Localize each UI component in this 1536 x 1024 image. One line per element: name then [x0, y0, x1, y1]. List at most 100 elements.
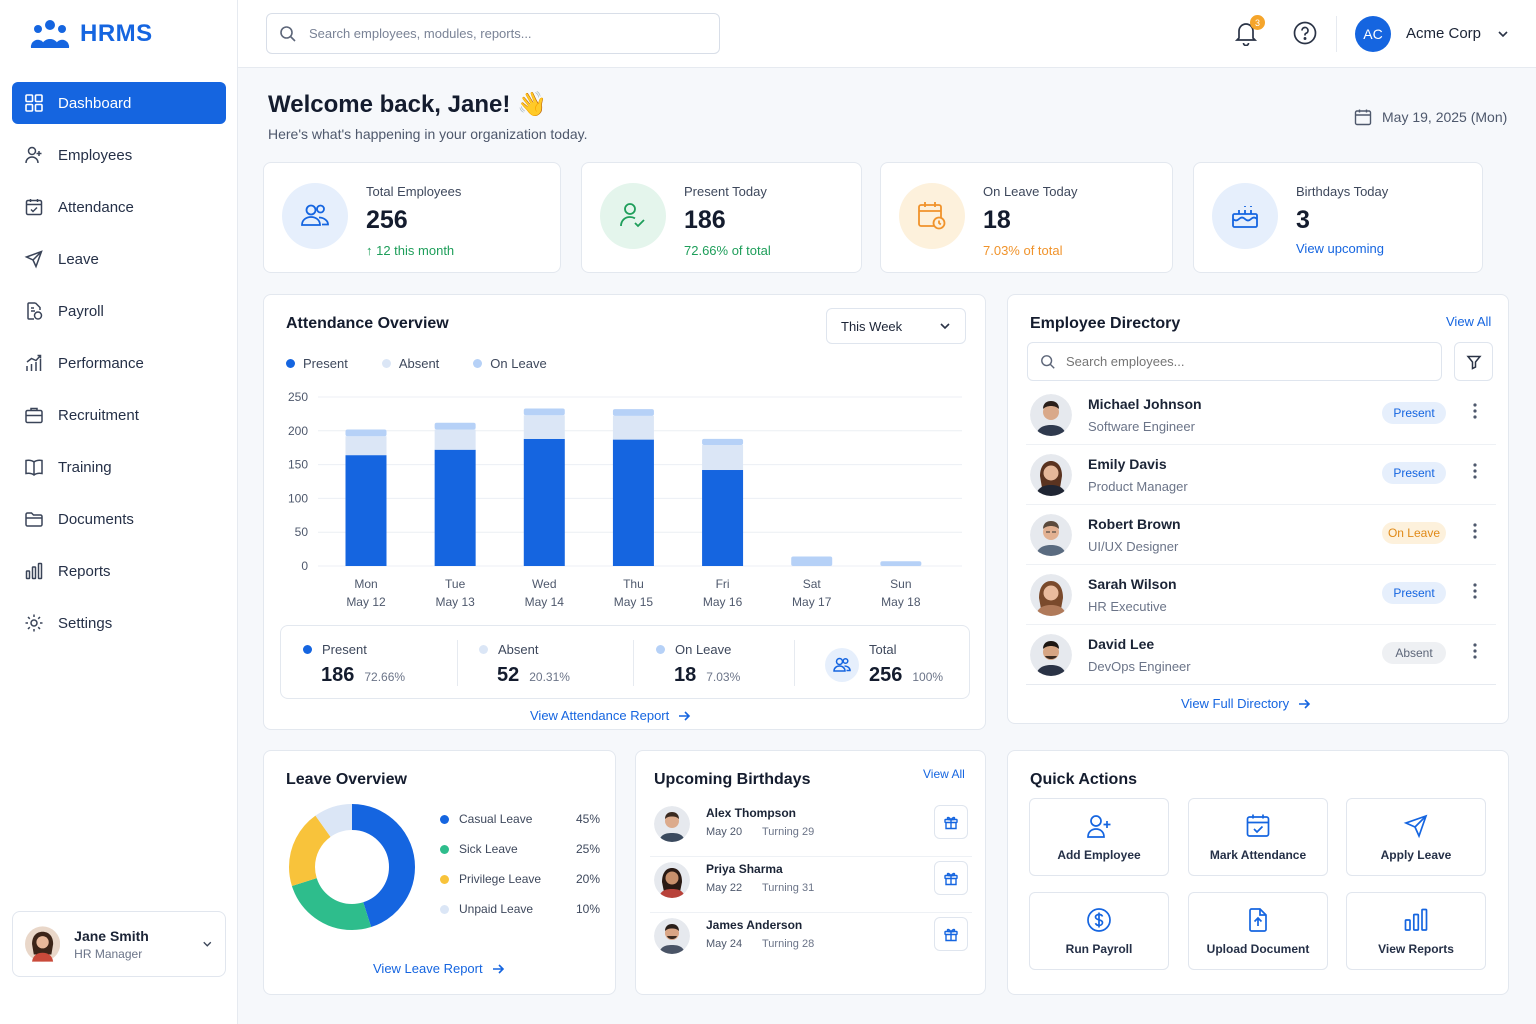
bar-trend-icon: [26, 354, 42, 371]
x-tick-label: May 16: [703, 595, 743, 609]
stat-card-total-employees[interactable]: Total Employees 256 ↑ 12 this month: [263, 162, 561, 273]
filter-button[interactable]: [1454, 342, 1493, 381]
sidebar-item-reports[interactable]: Reports: [12, 550, 226, 592]
upload-file-icon: [1249, 908, 1267, 932]
logo[interactable]: HRMS: [30, 18, 153, 50]
stat-value: 186: [684, 206, 726, 234]
help-icon[interactable]: [1293, 21, 1317, 45]
stat-icon-bg: [282, 183, 348, 249]
view-full-directory-link[interactable]: View Full Directory: [1181, 696, 1311, 711]
send-wish-button[interactable]: [934, 805, 968, 839]
bar-segment-on-leave: [880, 561, 922, 566]
attendance-overview-card: Attendance Overview This Week Present Ab…: [263, 294, 986, 730]
apply-leave-button[interactable]: Apply Leave: [1346, 798, 1486, 876]
birthday-row: James Anderson May 24 Turning 28: [650, 913, 972, 969]
employee-row[interactable]: Emily Davis Product Manager Present: [1026, 445, 1496, 505]
more-options-icon[interactable]: [1472, 461, 1478, 481]
chevron-down-icon[interactable]: [1496, 27, 1510, 41]
x-tick-label: Mon: [354, 577, 377, 591]
status-badge: Present: [1382, 462, 1446, 484]
sidebar-item-attendance[interactable]: Attendance: [12, 186, 226, 228]
summary-absent: Absent 52 20.31%: [457, 626, 633, 700]
bar-segment-absent: [434, 429, 476, 450]
calendar-check-icon: [25, 199, 43, 216]
summary-label: Total: [869, 642, 897, 657]
page-title: Welcome back, Jane! 👋: [268, 91, 547, 118]
view-leave-report-link[interactable]: View Leave Report: [373, 961, 505, 976]
bell-icon[interactable]: [1234, 20, 1258, 46]
status-badge: Present: [1382, 402, 1446, 424]
sidebar-item-performance[interactable]: Performance: [12, 342, 226, 384]
mark-attendance-button[interactable]: Mark Attendance: [1188, 798, 1328, 876]
x-tick-label: Fri: [716, 577, 730, 591]
chart-legend: Present Absent On Leave: [286, 356, 547, 371]
summary-on-leave: On Leave 18 7.03%: [634, 626, 794, 700]
more-options-icon[interactable]: [1472, 521, 1478, 541]
sidebar-item-documents[interactable]: Documents: [12, 498, 226, 540]
arrow-right-icon: [1299, 698, 1311, 709]
user-profile-menu[interactable]: Jane Smith HR Manager: [12, 911, 226, 977]
stat-card-birthdays-today[interactable]: Birthdays Today 3 View upcoming: [1193, 162, 1483, 273]
status-badge: On Leave: [1382, 522, 1446, 544]
upcoming-birthdays-card: Upcoming Birthdays View All Alex Thompso…: [635, 750, 986, 995]
directory-search-input[interactable]: [1066, 354, 1426, 369]
directory-search[interactable]: [1027, 342, 1442, 381]
avatar: [1030, 454, 1072, 496]
avatar: [1030, 634, 1072, 676]
global-search[interactable]: [266, 13, 720, 54]
birthday-row: Alex Thompson May 20 Turning 29: [650, 801, 972, 857]
send-wish-button[interactable]: [934, 917, 968, 951]
sidebar-item-dashboard[interactable]: Dashboard: [12, 82, 226, 124]
leave-legend-sick: Sick Leave 25%: [440, 842, 600, 856]
more-options-icon[interactable]: [1472, 641, 1478, 661]
employee-row[interactable]: David Lee DevOps Engineer Absent: [1026, 625, 1496, 685]
sidebar-item-training[interactable]: Training: [12, 446, 226, 488]
view-reports-button[interactable]: View Reports: [1346, 892, 1486, 970]
stat-sub: ↑ 12 this month: [366, 243, 455, 258]
global-search-input[interactable]: [309, 26, 709, 41]
add-employee-button[interactable]: Add Employee: [1029, 798, 1169, 876]
sidebar-item-label: Leave: [58, 250, 99, 268]
avatar: [1030, 394, 1072, 436]
sidebar-item-label: Payroll: [58, 302, 104, 320]
calendar-clock-icon: [918, 202, 946, 230]
summary-total: Total 256 100%: [795, 626, 971, 700]
stat-icon-bg: [899, 183, 965, 249]
legend-present: Present: [286, 356, 348, 371]
stat-sub: 7.03% of total: [983, 243, 1063, 258]
employee-directory-card: Employee Directory View All Michael John…: [1007, 294, 1509, 724]
plane-icon: [1403, 814, 1428, 839]
bar-segment-present: [434, 449, 476, 566]
stat-label: Birthdays Today: [1296, 184, 1389, 199]
sidebar-item-recruitment[interactable]: Recruitment: [12, 394, 226, 436]
quick-actions-card: Quick Actions Add Employee Mark Attendan…: [1007, 750, 1509, 995]
employee-row[interactable]: Sarah Wilson HR Executive Present: [1026, 565, 1496, 625]
sidebar-item-settings[interactable]: Settings: [12, 602, 226, 644]
more-options-icon[interactable]: [1472, 401, 1478, 421]
sidebar-item-employees[interactable]: Employees: [12, 134, 226, 176]
stat-card-on-leave-today[interactable]: On Leave Today 18 7.03% of total: [880, 162, 1173, 273]
run-payroll-button[interactable]: Run Payroll: [1029, 892, 1169, 970]
org-avatar[interactable]: AC: [1355, 16, 1391, 52]
employee-row[interactable]: Michael Johnson Software Engineer Presen…: [1026, 385, 1496, 445]
stat-card-present-today[interactable]: Present Today 186 72.66% of total: [581, 162, 862, 273]
view-upcoming-link[interactable]: View upcoming: [1296, 241, 1384, 256]
sidebar-item-leave[interactable]: Leave: [12, 238, 226, 280]
stat-label: Total Employees: [366, 184, 462, 199]
summary-value: 18 7.03%: [674, 664, 741, 686]
upload-document-button[interactable]: Upload Document: [1188, 892, 1328, 970]
birthday-row: Priya Sharma May 22 Turning 31: [650, 857, 972, 913]
user-check-icon: [620, 203, 645, 228]
legend-on-leave: On Leave: [473, 356, 547, 371]
directory-view-all-link[interactable]: View All: [1446, 314, 1492, 329]
birthdays-view-all-link[interactable]: View All: [923, 767, 965, 781]
view-attendance-report-link[interactable]: View Attendance Report: [530, 708, 691, 723]
send-wish-button[interactable]: [934, 861, 968, 895]
period-select[interactable]: This Week: [826, 308, 966, 344]
employee-row[interactable]: Robert Brown UI/UX Designer On Leave: [1026, 505, 1496, 565]
current-date-text: May 19, 2025 (Mon): [1382, 109, 1508, 125]
org-name[interactable]: Acme Corp: [1406, 25, 1482, 42]
summary-label: On Leave: [656, 642, 731, 657]
more-options-icon[interactable]: [1472, 581, 1478, 601]
sidebar-item-payroll[interactable]: Payroll: [12, 290, 226, 332]
